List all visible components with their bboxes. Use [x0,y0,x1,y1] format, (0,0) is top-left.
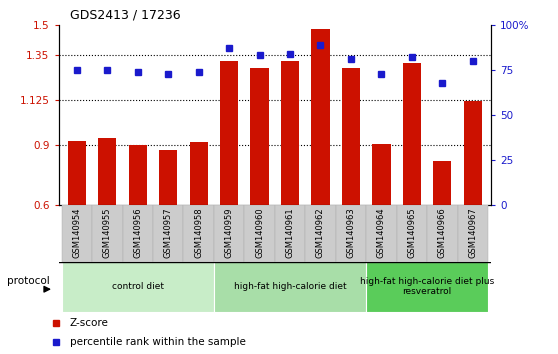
Bar [366,262,488,312]
Text: GSM140966: GSM140966 [438,207,447,258]
Bar [190,142,208,205]
Text: GSM140955: GSM140955 [103,207,112,257]
Text: protocol: protocol [7,276,50,286]
Text: GSM140960: GSM140960 [255,207,264,258]
Text: GSM140962: GSM140962 [316,207,325,258]
Bar [244,205,275,262]
Text: GSM140967: GSM140967 [468,207,477,258]
Bar [397,205,427,262]
Bar [153,205,184,262]
Bar [403,63,421,205]
Bar [427,205,458,262]
Text: GSM140957: GSM140957 [163,207,173,258]
Bar [214,262,366,312]
Text: high-fat high-calorie diet plus
resveratrol: high-fat high-calorie diet plus resverat… [360,277,494,296]
Bar [220,61,238,205]
Bar [92,205,123,262]
Bar [433,161,451,205]
Bar [184,205,214,262]
Bar [129,145,147,205]
Text: GSM140959: GSM140959 [225,207,234,257]
Bar [251,68,269,205]
Bar [98,138,117,205]
Bar [68,141,86,205]
Text: GDS2413 / 17236: GDS2413 / 17236 [70,8,180,21]
Bar [372,144,391,205]
Bar [336,205,366,262]
Bar [61,205,92,262]
Text: high-fat high-calorie diet: high-fat high-calorie diet [234,282,347,291]
Bar [275,205,305,262]
Bar [159,150,177,205]
Text: GSM140956: GSM140956 [133,207,142,258]
Bar [61,262,214,312]
Bar [123,205,153,262]
Text: GSM140954: GSM140954 [73,207,81,257]
Bar [311,29,330,205]
Text: control diet: control diet [112,282,163,291]
Bar [464,101,482,205]
Bar [458,205,488,262]
Text: GSM140963: GSM140963 [347,207,355,258]
Bar [342,68,360,205]
Bar [305,205,336,262]
Bar [214,205,244,262]
Text: GSM140961: GSM140961 [286,207,295,258]
Text: GSM140965: GSM140965 [407,207,416,258]
Text: percentile rank within the sample: percentile rank within the sample [70,337,246,347]
Text: GSM140964: GSM140964 [377,207,386,258]
Bar [366,205,397,262]
Text: GSM140958: GSM140958 [194,207,203,258]
Text: Z-score: Z-score [70,318,109,329]
Bar [281,61,299,205]
